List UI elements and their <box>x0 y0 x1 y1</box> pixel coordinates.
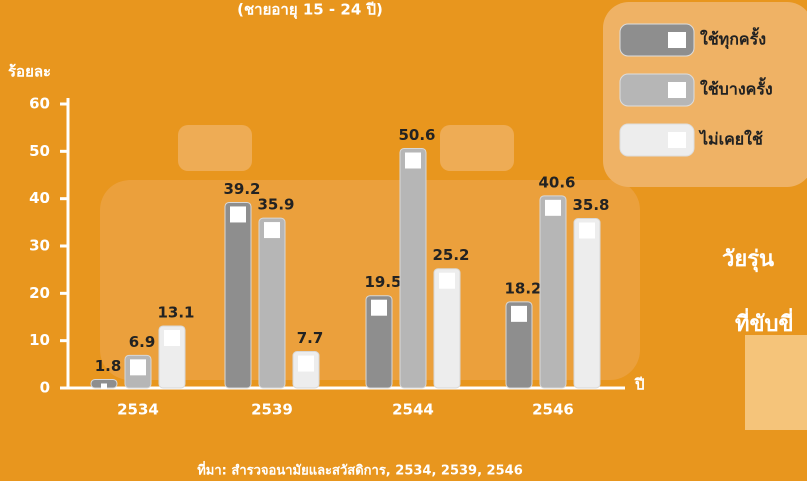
side-text: วัยรุ่น <box>722 247 774 273</box>
bar-icon <box>405 152 421 169</box>
bar-icon <box>545 199 561 216</box>
legend-label: ใช้บางครั้ง <box>700 77 773 99</box>
bar <box>365 295 393 389</box>
y-tick-label: 20 <box>29 284 50 302</box>
legend-icon <box>668 32 686 48</box>
value-label: 50.6 <box>398 126 435 144</box>
bar-icon <box>579 222 595 239</box>
bar-icon <box>101 383 107 390</box>
side-text: ที่ขับขี่ <box>735 307 794 337</box>
decor <box>745 335 807 430</box>
x-tick-label: 2539 <box>251 401 293 419</box>
value-label: 35.8 <box>572 196 609 214</box>
bar <box>433 268 461 389</box>
legend-icon <box>668 132 686 148</box>
y-tick-label: 50 <box>29 142 50 160</box>
legend-label: ใช้ทุกครั้ง <box>700 27 766 50</box>
legend-icon <box>668 82 686 98</box>
value-label: 19.5 <box>364 273 401 291</box>
value-label: 40.6 <box>538 173 575 191</box>
x-tick-label: 2544 <box>392 401 434 419</box>
bar-icon <box>264 222 280 239</box>
bar-icon <box>439 272 455 289</box>
bar <box>224 201 252 389</box>
value-label: 39.2 <box>223 180 260 198</box>
legend-label: ไม่เคยใช้ <box>698 130 763 149</box>
value-label: 35.9 <box>257 196 294 214</box>
bar-icon <box>230 206 246 223</box>
source-note: ที่มา: สำรวจอนามัยและสวัสดิการ, 2534, 25… <box>197 461 523 479</box>
x-axis-label: ปี <box>634 376 644 394</box>
value-label: 6.9 <box>129 333 156 351</box>
value-label: 7.7 <box>297 329 324 347</box>
bar-icon <box>164 329 180 346</box>
bar-icon <box>371 299 387 316</box>
bar-icon <box>130 359 146 376</box>
bar <box>573 218 601 389</box>
y-tick-label: 10 <box>29 331 50 349</box>
value-label: 18.2 <box>504 279 541 297</box>
y-tick-label: 30 <box>29 237 50 255</box>
chart-title: (ชายอายุ 15 - 24 ปี) <box>237 1 383 20</box>
bar-icon <box>511 305 527 322</box>
bar-icon <box>298 355 314 372</box>
y-tick-label: 60 <box>29 95 50 113</box>
decor <box>178 125 252 171</box>
y-axis-label: ร้อยละ <box>8 63 51 81</box>
value-label: 25.2 <box>432 246 469 264</box>
bar <box>539 195 567 389</box>
bar <box>399 147 427 389</box>
x-tick-label: 2534 <box>117 401 159 419</box>
bar <box>505 301 533 389</box>
decor <box>440 125 514 171</box>
bar <box>258 217 286 389</box>
y-tick-label: 0 <box>40 379 50 397</box>
value-label: 13.1 <box>157 303 194 321</box>
x-tick-label: 2546 <box>532 401 574 419</box>
value-label: 1.8 <box>95 357 122 375</box>
y-tick-label: 40 <box>29 189 50 207</box>
